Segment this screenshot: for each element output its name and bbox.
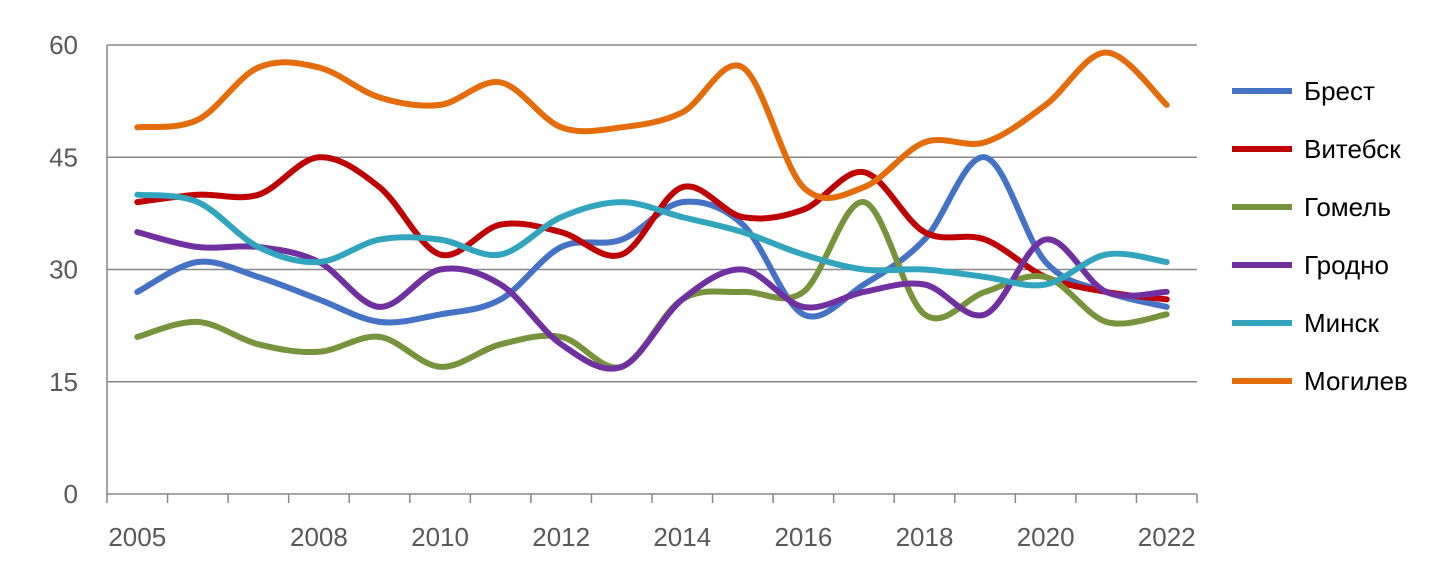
x-tick-label: 2018 (896, 522, 954, 552)
series-line-2 (134, 154, 1170, 303)
legend-item: Могилев (1232, 366, 1408, 396)
legend-label: Витебск (1304, 134, 1401, 164)
legend-item: Брест (1232, 76, 1375, 106)
axes (106, 45, 1198, 503)
legend-item: Гродно (1232, 250, 1389, 280)
x-tick-label: 2012 (532, 522, 590, 552)
legend-label: Гродно (1304, 250, 1389, 280)
legend-item: Витебск (1232, 134, 1401, 164)
x-tick-label: 2016 (774, 522, 832, 552)
legend-label: Гомель (1304, 192, 1391, 222)
legend: Брест Витебск Гомель Гродно Минск Могилев (1232, 76, 1408, 396)
legend-label: Минск (1304, 308, 1380, 338)
y-tick-labels: 0 15 30 45 60 (49, 30, 78, 509)
x-tick-labels: 2005 2008 2010 2012 2014 2016 2018 2020 2022 (108, 522, 1195, 552)
legend-item: Гомель (1232, 192, 1391, 222)
x-tick-label: 2020 (1017, 522, 1075, 552)
x-tick-label: 2008 (290, 522, 348, 552)
y-tick-label: 45 (49, 142, 78, 172)
x-tick-label: 2005 (108, 522, 166, 552)
legend-item: Минск (1232, 308, 1380, 338)
legend-label: Могилев (1304, 366, 1408, 396)
series-line-5 (134, 191, 1170, 289)
x-tick-label: 2014 (653, 522, 711, 552)
series-line-6 (134, 49, 1170, 201)
y-tick-label: 60 (49, 30, 78, 60)
grid-lines (107, 44, 1197, 383)
y-tick-label: 0 (64, 479, 78, 509)
y-tick-label: 15 (49, 367, 78, 397)
series-lines (134, 49, 1170, 372)
legend-label: Брест (1304, 76, 1375, 106)
y-tick-label: 30 (49, 255, 78, 285)
series-line-1 (134, 154, 1170, 326)
x-tick-label: 2010 (411, 522, 469, 552)
x-tick-label: 2022 (1138, 522, 1196, 552)
